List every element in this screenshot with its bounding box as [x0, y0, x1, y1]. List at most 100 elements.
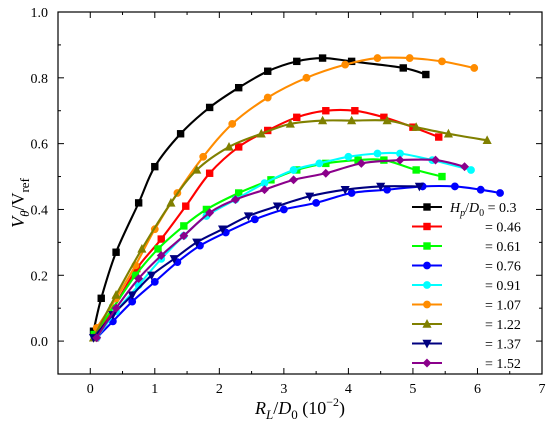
- x-axis-label-unit-exponent: −2: [326, 395, 339, 409]
- x-tick-label-7: 7: [539, 382, 546, 397]
- x-axis-label-l-subscript: L: [265, 407, 273, 422]
- series-3-point-8: [279, 205, 288, 214]
- series-8-point-12: [431, 155, 440, 165]
- y-tick-label-0: 0.0: [31, 335, 49, 350]
- legend-label-8: = 1.52: [485, 357, 521, 372]
- series-6-point-9: [347, 115, 357, 125]
- series-4-point-11: [373, 149, 382, 158]
- series-7-point-6: [217, 225, 228, 235]
- series-0-point-4: [151, 162, 159, 171]
- series-6-point-5: [224, 141, 234, 151]
- series-6-point-6: [256, 128, 266, 138]
- legend-label-2: = 0.61: [485, 240, 521, 255]
- series-7-point-10: [340, 186, 350, 195]
- series-8-point-1: [111, 303, 121, 313]
- y-tick-label-5: 1.0: [31, 6, 49, 21]
- series-7-point-2: [127, 291, 137, 300]
- legend-d-subscript: 0: [479, 208, 484, 219]
- series-6-point-12: [443, 128, 453, 138]
- legend-label-7: = 1.37: [485, 338, 521, 353]
- series-5-point-11: [405, 54, 414, 62]
- series-7-point-7: [243, 212, 253, 221]
- series-line-0: [92, 57, 427, 333]
- series-7-point-9: [305, 192, 315, 202]
- series-6-point-13: [482, 135, 492, 145]
- series-1-point-4: [182, 202, 190, 210]
- legend-series-value-0: = 0.3: [484, 201, 516, 216]
- x-axis-label: RL/D0 (10−2): [254, 395, 345, 422]
- x-tick-label-5: 5: [409, 382, 416, 397]
- series-6-point-11: [411, 122, 421, 131]
- series-0-point-10: [318, 54, 327, 62]
- series-3-point-14: [476, 185, 485, 194]
- series-5-point-12: [438, 57, 446, 66]
- series-5-point-10: [373, 54, 382, 62]
- series-7-point-8: [272, 202, 282, 212]
- series-8-point-2: [134, 274, 144, 284]
- series-group-1: [91, 107, 443, 342]
- legend-label-4: = 0.91: [485, 279, 521, 294]
- series-6-point-10: [382, 115, 392, 125]
- legend-label-3: = 0.76: [485, 260, 521, 275]
- x-axis-label-d: D: [277, 398, 291, 418]
- x-tick-label-0: 0: [87, 382, 94, 397]
- plot-frame-layer: [57, 11, 543, 375]
- series-8-point-13: [460, 162, 470, 172]
- x-axis-label-zero-subscript: 0: [291, 407, 298, 422]
- legend-label-5: = 1.07: [485, 299, 521, 314]
- series-1-point-6: [234, 143, 243, 151]
- series-4-point-14: [467, 166, 475, 174]
- series-5-point-13: [470, 64, 479, 72]
- series-6-point-7: [285, 118, 295, 128]
- series-8-point-10: [356, 158, 366, 168]
- series-6-point-2: [137, 243, 147, 253]
- series-2-point-6: [234, 189, 243, 197]
- x-axis-label-slash: /: [273, 398, 278, 418]
- series-6-point-4: [192, 165, 202, 174]
- legend-division-symbol: /: [465, 201, 469, 216]
- series-0-point-8: [264, 67, 272, 75]
- legend-d-symbol: D: [468, 201, 479, 216]
- series-2-point-13: [438, 172, 446, 181]
- series-group-0: [89, 54, 430, 335]
- series-1-point-10: [351, 107, 359, 115]
- x-axis-label-r: R: [254, 398, 266, 418]
- series-5-point-5: [199, 152, 208, 161]
- y-axis-label-v-theta-main: V: [8, 215, 28, 228]
- plot-area-border: [57, 11, 543, 375]
- y-axis-label: Vθ/Vref: [8, 177, 32, 227]
- series-3-point-9: [312, 198, 321, 207]
- y-tick-label-4: 0.8: [31, 72, 49, 87]
- series-1-point-9: [322, 107, 330, 115]
- series-2-point-12: [412, 166, 420, 174]
- x-tick-label-3: 3: [280, 382, 287, 397]
- series-group-7: [88, 182, 424, 343]
- y-tick-label-2: 0.4: [31, 203, 49, 218]
- legend-marker-3: [423, 261, 431, 270]
- legend-marker-8: [422, 358, 432, 368]
- labels-layer: 0 1 2 3 4 5 6 70.00.20.40.60.81.0RL/D0 (10−2)Vθ…: [8, 6, 546, 422]
- series-7-point-12: [414, 182, 424, 192]
- series-5-point-7: [263, 93, 272, 102]
- series-4-point-9: [315, 159, 324, 168]
- series-4-point-10: [344, 152, 353, 161]
- series-3-point-15: [496, 189, 504, 197]
- legend-marker-2: [423, 242, 431, 250]
- series-group-8: [92, 155, 470, 343]
- series-line-1: [94, 108, 440, 339]
- series-line-5: [95, 56, 476, 329]
- y-axis-label-slash: /V: [8, 193, 28, 211]
- legend-hp-subscript: p: [459, 208, 465, 219]
- ticks-layer: [57, 11, 543, 375]
- y-tick-label-3: 0.6: [31, 138, 49, 153]
- series-4-point-8: [289, 166, 298, 174]
- series-1-point-5: [205, 169, 214, 177]
- series-0-point-6: [205, 103, 214, 112]
- y-axis-label-ref-subscript: ref: [17, 177, 32, 192]
- series-8-point-3: [156, 251, 166, 260]
- series-5-point-8: [302, 73, 311, 82]
- series-0-point-1: [97, 294, 105, 303]
- series-6-point-1: [111, 290, 121, 299]
- series-0-point-13: [422, 70, 430, 79]
